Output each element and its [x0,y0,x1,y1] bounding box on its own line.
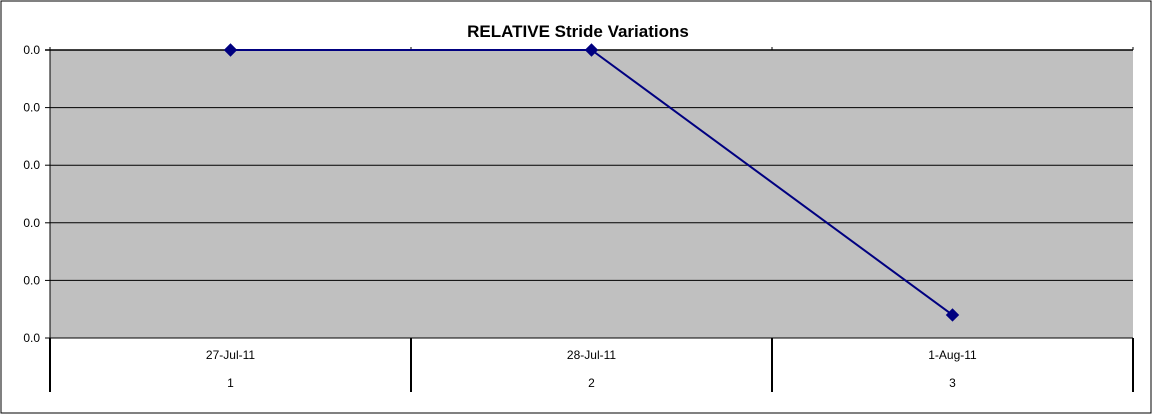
x-category-label: 27-Jul-11 [206,348,255,362]
series-layer [223,43,960,322]
gridlines [50,107,1133,281]
data-point-marker [223,43,238,57]
data-point-marker [584,43,599,57]
x-category-index: 1 [227,376,234,390]
y-tick-label: 0.0 [23,158,40,172]
y-tick-label: 0.0 [23,43,40,57]
x-category-label: 1-Aug-11 [928,348,977,362]
y-tick-label: 0.0 [23,331,40,345]
y-tick-label: 0.0 [23,273,40,287]
x-category-label: 28-Jul-11 [567,348,616,362]
data-point-marker [945,308,960,322]
axes: 0.0 0.0 0.0 0.0 0.0 0.0 27-Jul-11 1 28-Jul-11 2 1-… [23,43,1134,392]
y-tick-label: 0.0 [23,101,40,115]
x-category-index: 2 [588,376,595,390]
plot-area [50,50,1133,338]
chart-title: RELATIVE Stride Variations [467,22,689,41]
y-tick-label: 0.0 [23,216,40,230]
x-category-index: 3 [949,376,956,390]
